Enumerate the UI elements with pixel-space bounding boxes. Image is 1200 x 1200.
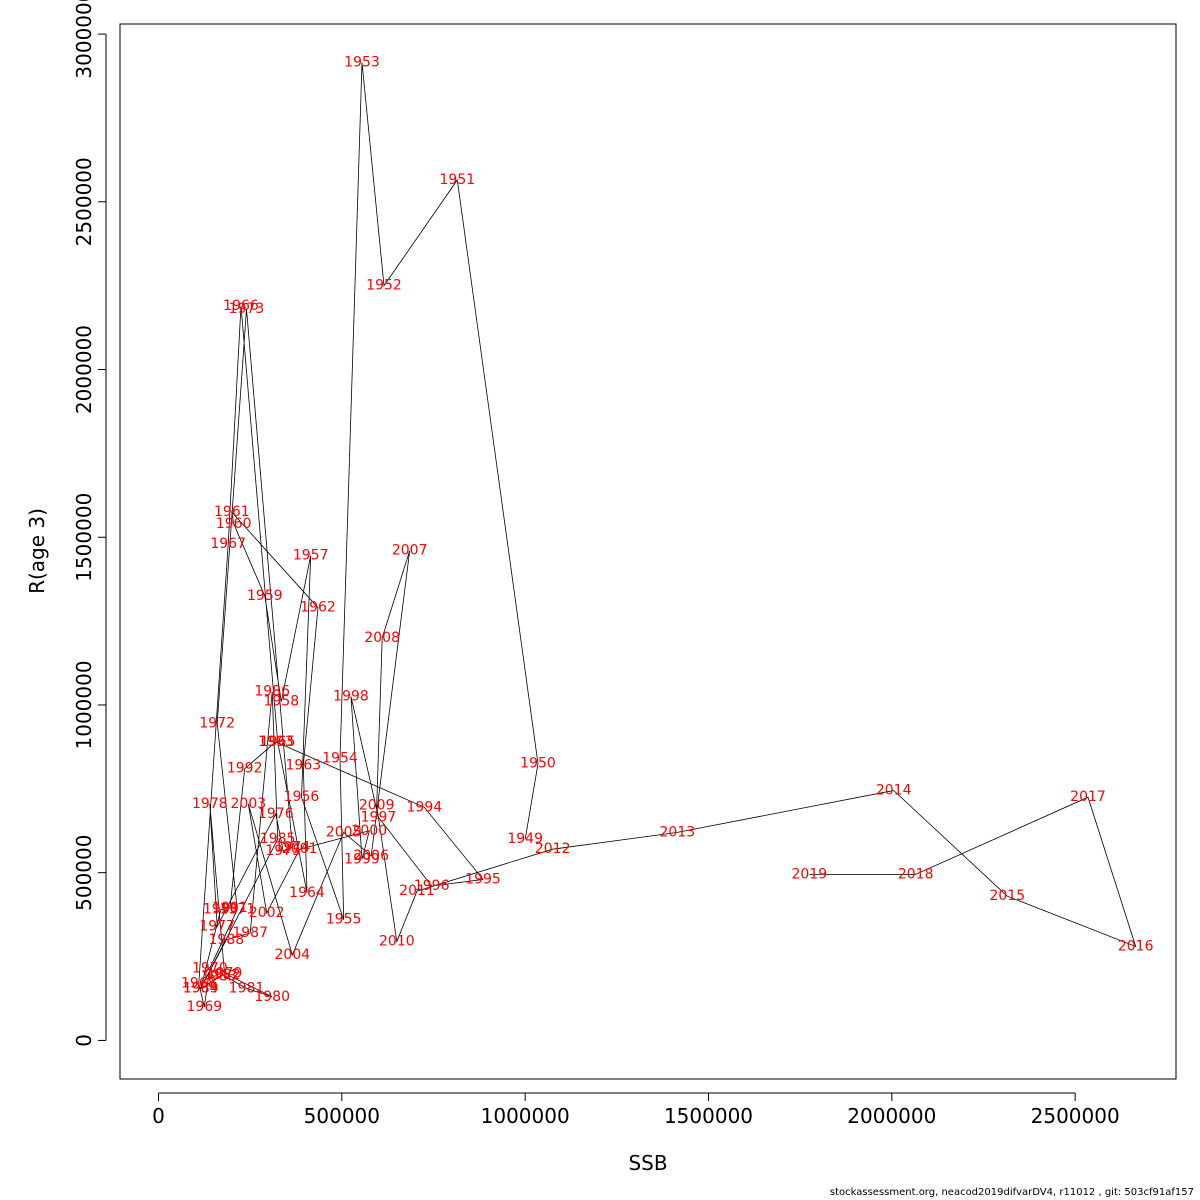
year-label: 1966 (223, 298, 259, 314)
year-label: 1968 (181, 975, 217, 991)
year-label: 2019 (792, 866, 828, 882)
year-label: 2013 (660, 824, 696, 840)
year-label: 2015 (990, 888, 1026, 904)
footer-credit: stockassessment.org, neacod2019difvarDV4… (829, 1187, 1194, 1198)
year-label: 2008 (364, 630, 400, 646)
year-label: 1993 (258, 734, 294, 750)
year-label: 1997 (361, 809, 397, 825)
x-tick-label: 0 (152, 1104, 165, 1128)
plot-frame (119, 23, 1177, 1080)
year-label: 2018 (898, 866, 934, 882)
year-label: 1957 (293, 548, 329, 564)
year-label: 1988 (209, 932, 245, 948)
y-tick-label: 1500000 (72, 493, 96, 582)
x-tick-label: 2000000 (847, 1104, 936, 1128)
year-label: 2004 (275, 947, 311, 963)
year-label: 1996 (414, 878, 450, 894)
x-tick-label: 2500000 (1031, 1104, 1120, 1128)
year-label: 1951 (440, 172, 476, 188)
year-label: 2014 (876, 783, 912, 799)
year-label: 1963 (286, 757, 322, 773)
year-label: 1950 (520, 756, 556, 772)
y-tick-label: 2500000 (72, 157, 96, 246)
year-label: 1961 (214, 504, 250, 520)
x-axis-title: SSB (628, 1151, 667, 1175)
year-label: 1989 (183, 980, 219, 996)
year-label: 2016 (1118, 938, 1154, 954)
year-label: 1958 (264, 694, 300, 710)
year-label: 1969 (187, 999, 223, 1015)
y-tick-label: 3000000 (72, 0, 96, 79)
x-axis: 0 500000 1000000 1500000 2000000 2500000 (152, 1092, 1120, 1128)
y-axis: 0 500000 1000000 1500000 2000000 2500000 30000… (72, 0, 107, 1047)
year-label: 1967 (210, 536, 246, 552)
year-label: 1962 (300, 600, 336, 616)
year-label: 2000 (352, 823, 388, 839)
year-label: 1954 (322, 751, 358, 767)
year-label: 2010 (379, 933, 415, 949)
year-label: 1974 (275, 840, 311, 856)
year-label: 1972 (199, 715, 235, 731)
year-label: 1952 (366, 278, 402, 294)
x-tick-label: 1500000 (664, 1104, 753, 1128)
year-label: 1990 (203, 902, 239, 918)
year-label: 1998 (333, 689, 369, 705)
year-label: 1959 (247, 588, 283, 604)
year-label: 1981 (229, 980, 265, 996)
year-label: 1982 (205, 967, 241, 983)
year-label: 1965 (260, 734, 296, 750)
year-label: 1970 (192, 960, 228, 976)
year-label: 1986 (254, 684, 290, 700)
year-label: 2011 (399, 883, 435, 899)
year-label: 1953 (344, 55, 380, 71)
year-label: 1956 (284, 789, 320, 805)
year-label: 2002 (249, 905, 285, 921)
year-label: 1979 (207, 965, 243, 981)
year-label: 2006 (353, 848, 389, 864)
year-label: 1960 (216, 516, 252, 532)
year-label: 2007 (392, 543, 428, 559)
year-label: 1976 (258, 806, 294, 822)
y-tick-label: 2000000 (72, 325, 96, 414)
year-label: 2005 (326, 824, 362, 840)
year-labels: 1949 1950 1951 1952 1953 1954 1955 1956 1957 1958… (181, 55, 1154, 1015)
year-label: 1985 (260, 831, 296, 847)
year-label: 1975 (265, 843, 301, 859)
year-label: 1978 (192, 796, 228, 812)
year-label: 2012 (535, 841, 571, 857)
year-label: 1973 (229, 301, 265, 317)
year-label: 1984 (183, 980, 219, 996)
year-label: 1980 (254, 989, 290, 1005)
year-label: 1964 (289, 885, 325, 901)
sr-trajectory-line (198, 62, 1137, 1007)
y-tick-label: 1000000 (72, 660, 96, 749)
y-tick-label: 0 (72, 1034, 96, 1047)
y-tick-label: 500000 (72, 835, 96, 911)
year-label: 1987 (232, 925, 268, 941)
year-label: 1995 (465, 871, 501, 887)
year-label: 1983 (201, 969, 237, 985)
y-axis-title: R(age 3) (25, 508, 49, 594)
year-label: 1999 (344, 851, 380, 867)
year-label: 1994 (407, 799, 443, 815)
year-label: 2001 (282, 841, 318, 857)
year-label: 1977 (199, 918, 235, 934)
year-label: 2003 (231, 796, 267, 812)
year-label: 2009 (359, 798, 395, 814)
year-label: 1949 (507, 831, 543, 847)
year-label: 1992 (227, 761, 263, 777)
x-tick-label: 1000000 (481, 1104, 570, 1128)
year-label: 1955 (326, 912, 362, 928)
year-label: 2017 (1070, 789, 1106, 805)
x-tick-label: 500000 (304, 1104, 380, 1128)
year-label: 1971 (220, 902, 256, 918)
year-label: 1991 (212, 900, 248, 916)
